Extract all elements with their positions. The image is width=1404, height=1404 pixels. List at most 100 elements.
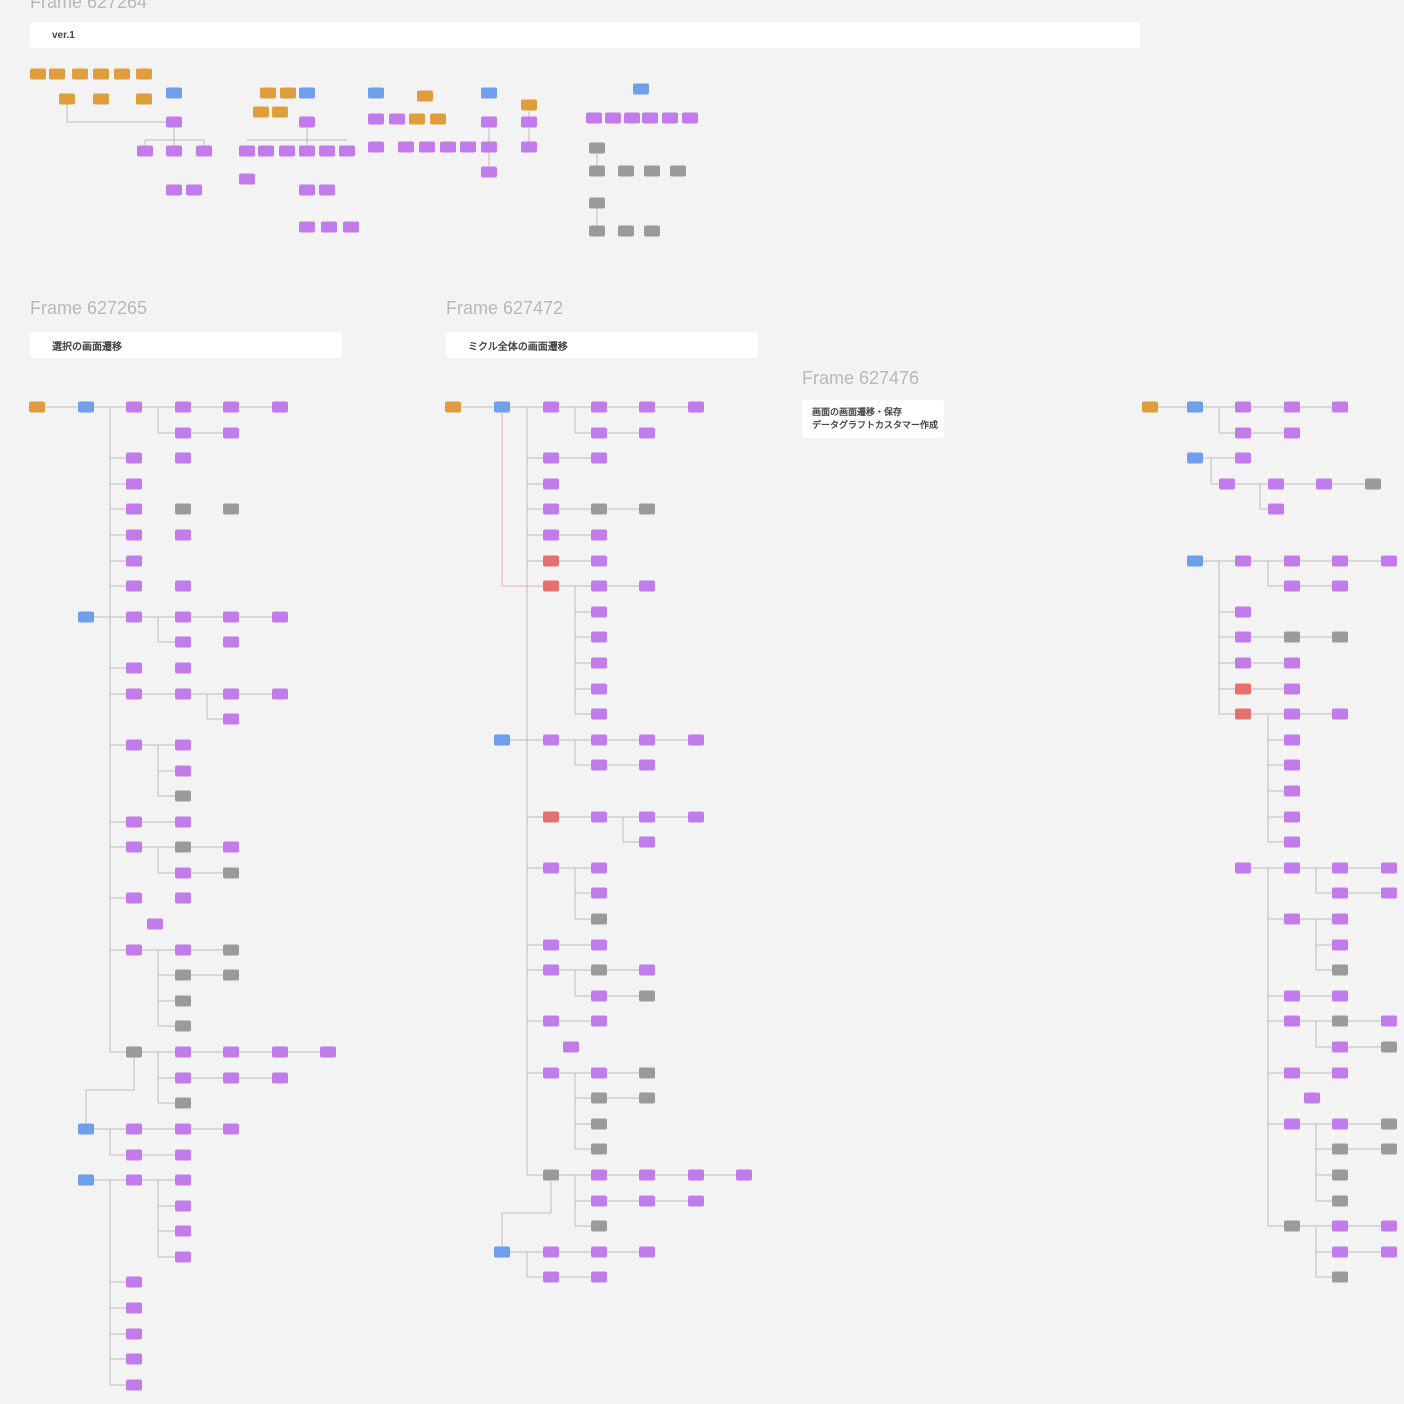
screen-node-purple[interactable] — [1284, 1118, 1300, 1130]
screen-node-purple[interactable] — [688, 1195, 704, 1207]
screen-node-purple[interactable] — [591, 427, 607, 439]
screen-node-purple[interactable] — [440, 141, 456, 153]
screen-node-purple[interactable] — [591, 580, 607, 592]
screen-node-purple[interactable] — [688, 401, 704, 413]
screen-node-purple[interactable] — [591, 811, 607, 823]
screen-node-purple[interactable] — [1219, 478, 1235, 490]
screen-node-purple[interactable] — [343, 221, 359, 233]
screen-node-purple[interactable] — [1284, 734, 1300, 746]
screen-node-purple[interactable] — [126, 662, 142, 674]
screen-node-gray[interactable] — [639, 1067, 655, 1079]
screen-node-purple[interactable] — [586, 112, 602, 124]
screen-node-purple[interactable] — [591, 401, 607, 413]
screen-node-orange[interactable] — [430, 113, 446, 125]
screen-node-purple[interactable] — [175, 1200, 191, 1212]
screen-node-purple[interactable] — [223, 713, 239, 725]
screen-node-purple[interactable] — [1235, 452, 1251, 464]
screen-node-gray[interactable] — [589, 165, 605, 177]
screen-node-purple[interactable] — [1284, 1067, 1300, 1079]
screen-node-purple[interactable] — [321, 221, 337, 233]
screen-node-purple[interactable] — [1284, 401, 1300, 413]
screen-node-purple[interactable] — [1268, 478, 1284, 490]
screen-node-gray[interactable] — [1381, 1041, 1397, 1053]
screen-node-purple[interactable] — [175, 662, 191, 674]
screen-node-gray[interactable] — [591, 1092, 607, 1104]
screen-node-purple[interactable] — [175, 1225, 191, 1237]
screen-node-purple[interactable] — [1332, 1067, 1348, 1079]
screen-node-purple[interactable] — [591, 1015, 607, 1027]
screen-node-purple[interactable] — [126, 1174, 142, 1186]
screen-node-purple[interactable] — [1332, 401, 1348, 413]
screen-node-purple[interactable] — [1381, 1220, 1397, 1232]
screen-node-gray[interactable] — [591, 1118, 607, 1130]
screen-node-purple[interactable] — [166, 184, 182, 196]
screen-node-purple[interactable] — [1284, 1015, 1300, 1027]
screen-node-purple[interactable] — [591, 1246, 607, 1258]
screen-node-purple[interactable] — [175, 1123, 191, 1135]
screen-node-purple[interactable] — [126, 816, 142, 828]
screen-node-purple[interactable] — [137, 145, 153, 157]
screen-node-purple[interactable] — [319, 184, 335, 196]
screen-node-purple[interactable] — [223, 688, 239, 700]
screen-node-purple[interactable] — [1381, 887, 1397, 899]
screen-node-purple[interactable] — [1284, 913, 1300, 925]
screen-node-purple[interactable] — [175, 636, 191, 648]
screen-node-blue[interactable] — [368, 87, 384, 99]
screen-node-orange[interactable] — [260, 87, 276, 99]
screen-node-orange[interactable] — [253, 106, 269, 118]
screen-node-purple[interactable] — [223, 1072, 239, 1084]
screen-node-gray[interactable] — [1332, 1271, 1348, 1283]
screen-node-purple[interactable] — [368, 113, 384, 125]
frame-header-627265[interactable]: 選択の画面遷移 — [30, 332, 342, 358]
screen-node-purple[interactable] — [1235, 631, 1251, 643]
screen-node-gray[interactable] — [175, 1020, 191, 1032]
screen-node-purple[interactable] — [1284, 683, 1300, 695]
screen-node-gray[interactable] — [126, 1046, 142, 1058]
screen-node-purple[interactable] — [126, 841, 142, 853]
screen-node-purple[interactable] — [639, 811, 655, 823]
screen-node-purple[interactable] — [175, 452, 191, 464]
screen-node-purple[interactable] — [591, 990, 607, 1002]
screen-node-gray[interactable] — [175, 969, 191, 981]
screen-node-purple[interactable] — [175, 688, 191, 700]
screen-node-purple[interactable] — [126, 688, 142, 700]
screen-node-purple[interactable] — [223, 427, 239, 439]
screen-node-purple[interactable] — [175, 1251, 191, 1263]
screen-node-purple[interactable] — [563, 1041, 579, 1053]
screen-node-purple[interactable] — [639, 964, 655, 976]
screen-node-purple[interactable] — [196, 145, 212, 157]
screen-node-gray[interactable] — [639, 503, 655, 515]
screen-node-purple[interactable] — [543, 734, 559, 746]
screen-node-purple[interactable] — [1332, 1041, 1348, 1053]
screen-node-gray[interactable] — [223, 944, 239, 956]
screen-node-purple[interactable] — [639, 1195, 655, 1207]
screen-node-purple[interactable] — [1332, 555, 1348, 567]
screen-node-gray[interactable] — [1381, 1143, 1397, 1155]
screen-node-purple[interactable] — [591, 555, 607, 567]
screen-node-purple[interactable] — [126, 401, 142, 413]
screen-node-gray[interactable] — [1332, 1169, 1348, 1181]
screen-node-gray[interactable] — [591, 503, 607, 515]
screen-node-orange[interactable] — [280, 87, 296, 99]
screen-node-orange[interactable] — [59, 93, 75, 105]
screen-node-orange[interactable] — [93, 68, 109, 80]
screen-node-purple[interactable] — [1284, 862, 1300, 874]
screen-node-purple[interactable] — [1235, 862, 1251, 874]
screen-node-gray[interactable] — [589, 197, 605, 209]
screen-node-blue[interactable] — [78, 401, 94, 413]
screen-node-purple[interactable] — [1235, 401, 1251, 413]
screen-node-purple[interactable] — [591, 1195, 607, 1207]
screen-node-purple[interactable] — [175, 1046, 191, 1058]
screen-node-gray[interactable] — [1284, 1220, 1300, 1232]
screen-node-purple[interactable] — [175, 867, 191, 879]
screen-node-purple[interactable] — [1235, 555, 1251, 567]
screen-node-gray[interactable] — [618, 165, 634, 177]
screen-node-purple[interactable] — [543, 452, 559, 464]
screen-node-purple[interactable] — [175, 611, 191, 623]
screen-node-purple[interactable] — [639, 401, 655, 413]
screen-node-purple[interactable] — [481, 116, 497, 128]
screen-node-purple[interactable] — [591, 1271, 607, 1283]
screen-node-gray[interactable] — [639, 990, 655, 1002]
screen-node-orange[interactable] — [49, 68, 65, 80]
screen-node-gray[interactable] — [591, 964, 607, 976]
